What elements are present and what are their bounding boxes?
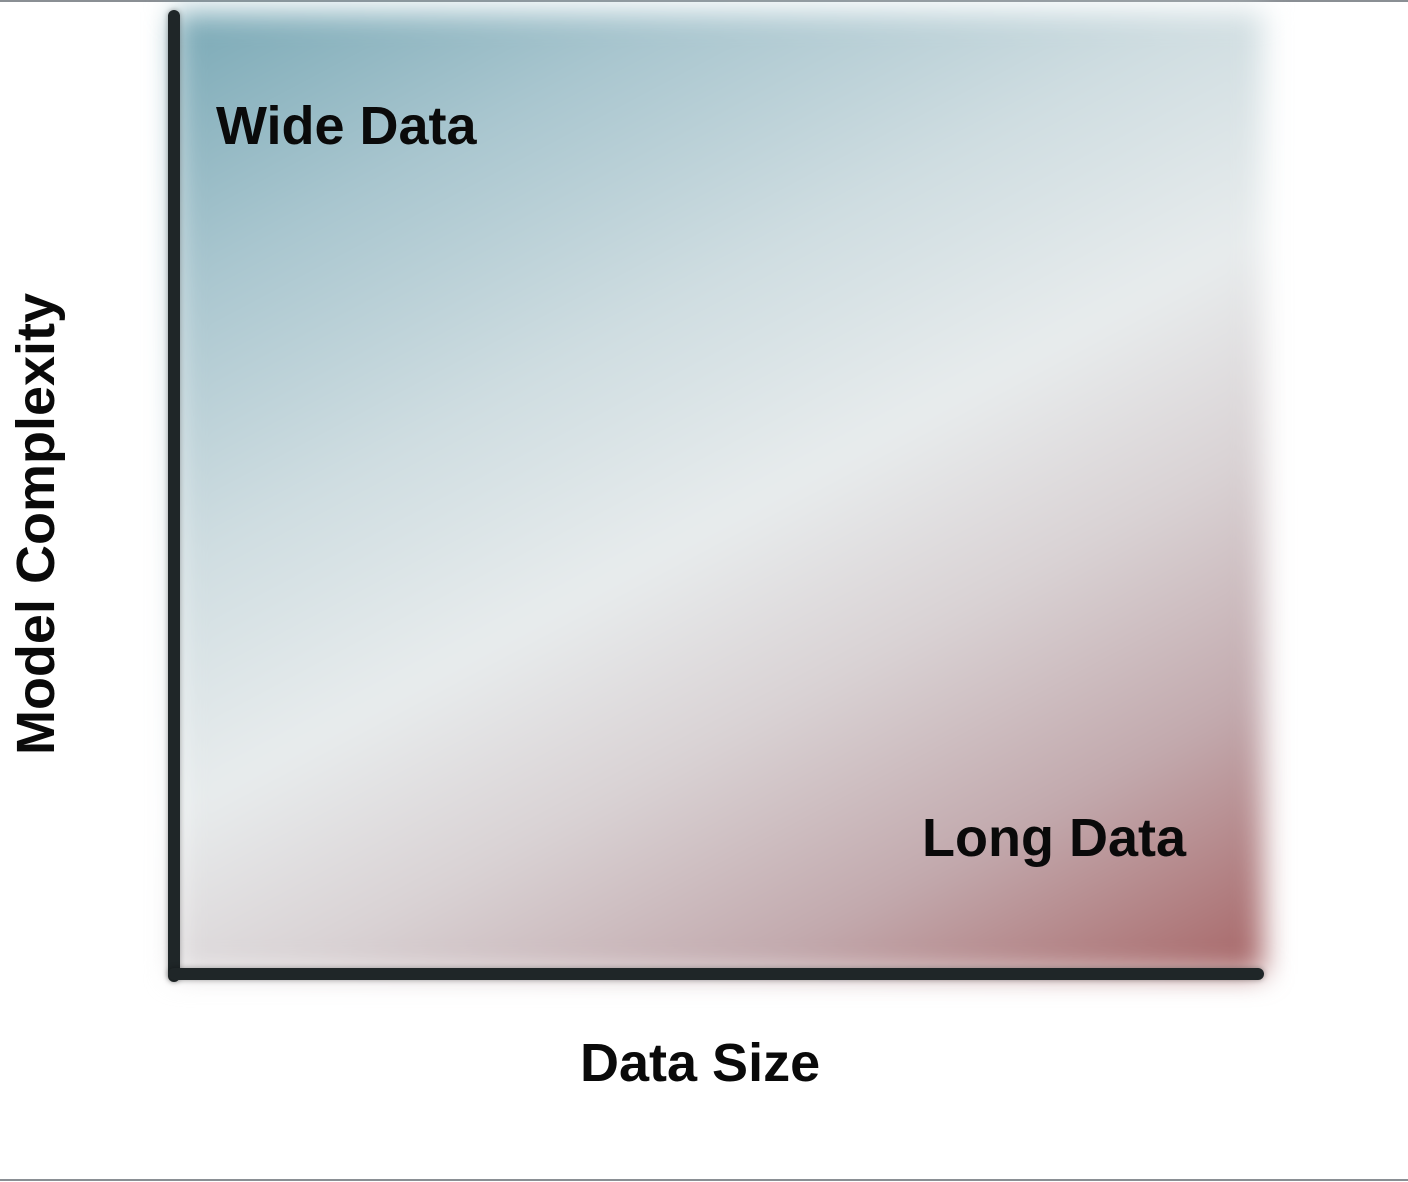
wide-data-label: Wide Data (216, 96, 477, 156)
top-border-line (0, 0, 1408, 2)
x-axis-line (168, 968, 1264, 980)
bottom-border-line (0, 1179, 1408, 1181)
long-data-label: Long Data (922, 808, 1186, 868)
gradient-plot-area (174, 12, 1264, 974)
y-axis-line (168, 10, 180, 982)
x-axis-title: Data Size (580, 1033, 821, 1093)
y-axis-title: Model Complexity (6, 292, 66, 756)
